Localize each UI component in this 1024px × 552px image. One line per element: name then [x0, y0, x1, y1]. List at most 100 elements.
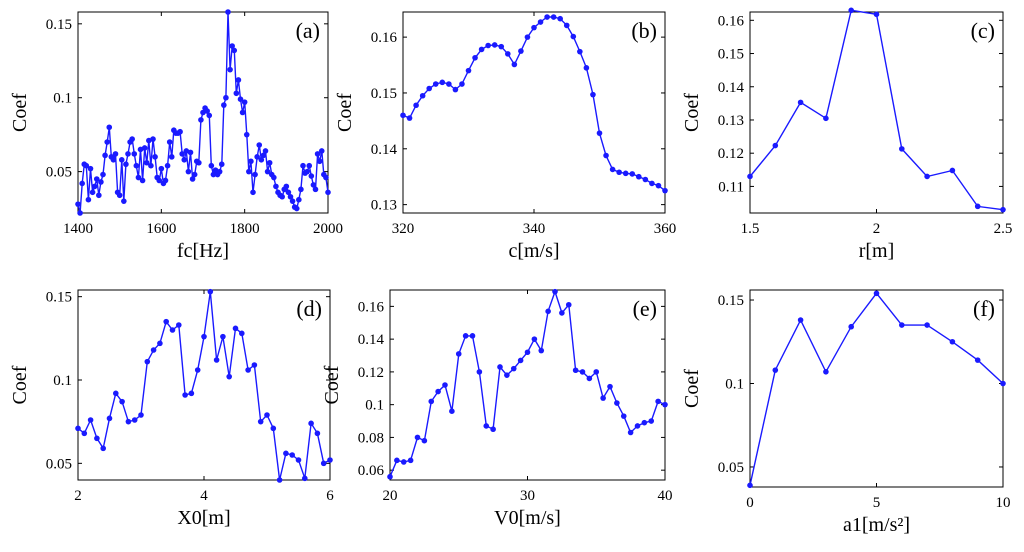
data-point: [607, 383, 613, 390]
data-point: [262, 148, 269, 154]
data-point: [169, 327, 176, 333]
data-point: [229, 43, 235, 49]
data-point: [899, 322, 905, 328]
y-axis-label: Coef: [334, 93, 356, 132]
data-point: [300, 162, 306, 169]
data-point: [949, 338, 956, 345]
data-point: [439, 79, 446, 86]
data-point: [133, 162, 140, 169]
data-point: [505, 51, 511, 57]
data-point: [233, 90, 240, 97]
data-point: [168, 154, 175, 160]
data-point: [596, 130, 603, 136]
data-point: [216, 168, 223, 175]
data-point: [642, 176, 649, 183]
data-point: [293, 205, 300, 212]
data-point: [949, 167, 956, 174]
data-point: [100, 171, 106, 178]
data-point: [189, 176, 196, 182]
panel-label: (f): [973, 296, 995, 321]
data-point: [563, 22, 570, 29]
panel-label: (c): [971, 18, 995, 43]
data-point: [590, 91, 596, 98]
data-point: [400, 112, 406, 119]
y-tick-label: 0.16: [358, 299, 385, 315]
data-point: [125, 418, 132, 425]
axes-frame: [402, 11, 666, 214]
data-point: [1000, 380, 1006, 387]
series-line: [77, 291, 331, 481]
data-point: [106, 124, 113, 131]
data-point: [310, 182, 317, 188]
data-point: [531, 24, 537, 31]
data-point: [899, 146, 905, 152]
y-tick-label: 0.1: [53, 373, 72, 389]
x-tick-label: 0: [746, 495, 754, 511]
data-point: [270, 425, 277, 432]
data-point: [924, 173, 930, 180]
data-point: [179, 151, 185, 157]
data-point: [164, 162, 171, 169]
data-point: [614, 400, 620, 406]
data-point: [449, 408, 455, 415]
y-tick-label: 0.14: [718, 80, 745, 96]
data-point: [260, 152, 267, 159]
data-point: [662, 401, 668, 408]
data-point: [747, 482, 753, 489]
data-point: [241, 99, 248, 105]
data-point: [426, 85, 433, 92]
data-point: [873, 11, 880, 18]
data-point: [462, 333, 469, 339]
data-point: [141, 145, 148, 151]
data-point: [662, 187, 668, 194]
x-tick-label: 5: [873, 495, 881, 511]
data-point: [452, 86, 459, 93]
data-point: [873, 290, 880, 297]
data-point: [163, 318, 169, 325]
data-point: [144, 358, 151, 365]
y-axis-label: Coef: [681, 93, 703, 132]
data-point: [593, 369, 600, 375]
data-point: [119, 398, 125, 405]
data-point: [797, 317, 804, 323]
data-point: [583, 65, 590, 71]
chart-panel-3: 1.5 2 2.5 0.11 0.12 0.13 0.14 0.15 0.16 r[m] Coef (…: [681, 7, 1012, 262]
data-point: [537, 19, 544, 25]
data-point: [83, 162, 90, 169]
data-point: [235, 77, 242, 83]
data-point: [465, 67, 472, 74]
x-tick-label: 1600: [146, 221, 176, 237]
data-point: [283, 183, 290, 190]
data-point: [531, 336, 538, 342]
data-point: [226, 373, 232, 380]
data-point: [455, 351, 462, 357]
data-point: [258, 156, 265, 163]
data-point: [306, 162, 313, 169]
data-point: [208, 162, 215, 169]
data-point: [106, 415, 113, 422]
data-point: [283, 450, 289, 457]
data-point: [285, 189, 292, 196]
data-point: [316, 158, 323, 165]
data-point: [490, 426, 496, 433]
data-point: [442, 382, 448, 388]
y-tick-label: 0.15: [46, 290, 72, 306]
data-point: [196, 159, 202, 166]
data-point: [248, 158, 254, 165]
data-point: [629, 171, 636, 177]
data-point: [491, 42, 498, 48]
data-point: [256, 142, 263, 148]
data-point: [609, 166, 616, 173]
y-tick-label: 0.13: [718, 113, 744, 129]
chart-panel-5: 20 30 40 0.06 0.08 0.1 0.12 0.14 0.16 V0[m/s] Coef…: [321, 288, 673, 529]
y-axis-label: Coef: [9, 365, 31, 404]
series-line: [402, 16, 666, 192]
data-point: [158, 165, 165, 172]
data-point: [188, 390, 195, 397]
panel-label: (b): [631, 18, 657, 43]
data-point: [538, 347, 545, 354]
data-point: [634, 423, 641, 429]
data-point: [118, 156, 125, 163]
data-point: [162, 177, 169, 184]
